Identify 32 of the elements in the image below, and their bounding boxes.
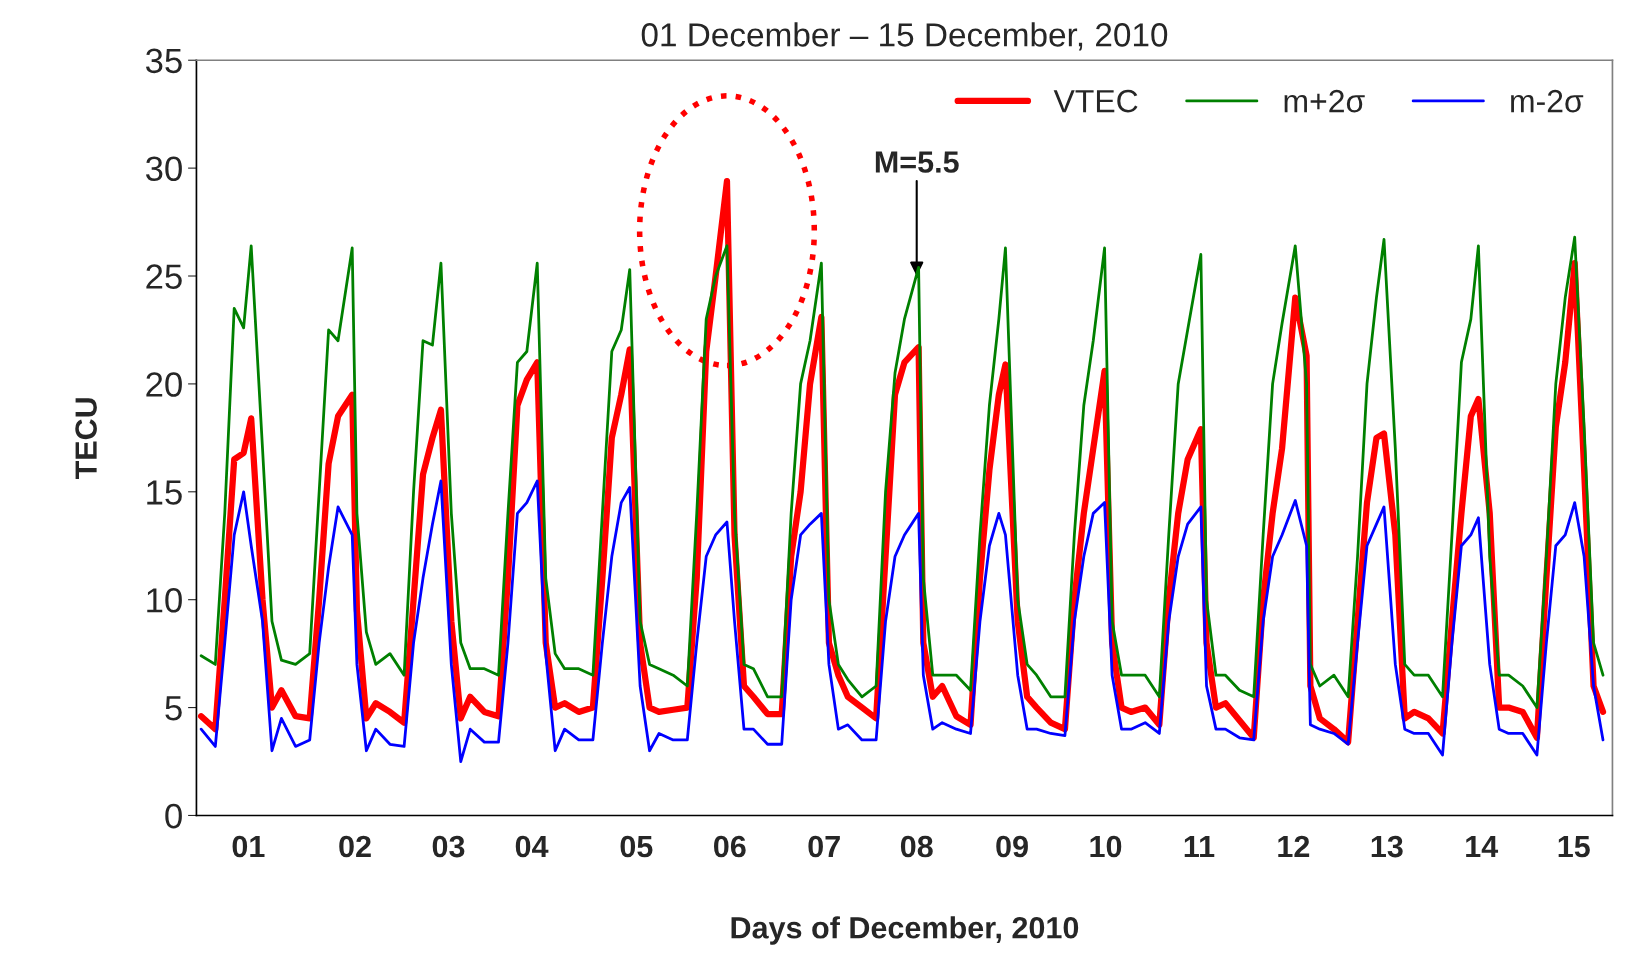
x-tick-label: 05 — [620, 835, 653, 858]
x-tick-label: 01 — [232, 835, 265, 858]
y-tick-label: 5 — [165, 696, 182, 721]
legend-label: VTEC — [1053, 89, 1138, 113]
y-tick-label: 15 — [147, 480, 182, 505]
legend-label: m+2σ — [1284, 89, 1365, 113]
y-axis-title: TECU — [75, 398, 97, 480]
chart-title: 01 December – 15 December, 2010 — [641, 22, 1168, 51]
x-tick-label: 15 — [1558, 836, 1590, 858]
y-tick-label: 25 — [146, 264, 182, 289]
x-tick-label: 14 — [1466, 836, 1499, 858]
x-tick-label: 12 — [1278, 835, 1310, 858]
line-series — [199, 479, 1605, 763]
y-tick-label: 0 — [165, 803, 182, 829]
x-tick-label: 02 — [339, 835, 371, 858]
x-tick-label: 08 — [900, 835, 933, 858]
legend-label: m-2σ — [1511, 89, 1584, 113]
x-tick-label: 10 — [1090, 835, 1122, 858]
x-tick-label: 09 — [996, 835, 1028, 858]
y-tick-label: 35 — [145, 48, 182, 74]
y-tick-label: 20 — [146, 372, 182, 397]
line-series — [199, 235, 1605, 709]
x-tick-label: 11 — [1184, 836, 1215, 858]
x-axis-title: Days of December, 2010 — [731, 916, 1079, 945]
y-tick-label: 30 — [145, 156, 182, 182]
x-tick-label: 13 — [1371, 835, 1403, 858]
y-tick-label: 10 — [147, 588, 182, 613]
x-tick-label: 07 — [808, 835, 840, 858]
x-tick-label: 04 — [515, 835, 549, 858]
x-tick-label: 03 — [432, 835, 465, 858]
annotation: M=5.5 — [875, 151, 959, 173]
x-tick-label: 06 — [714, 835, 746, 858]
